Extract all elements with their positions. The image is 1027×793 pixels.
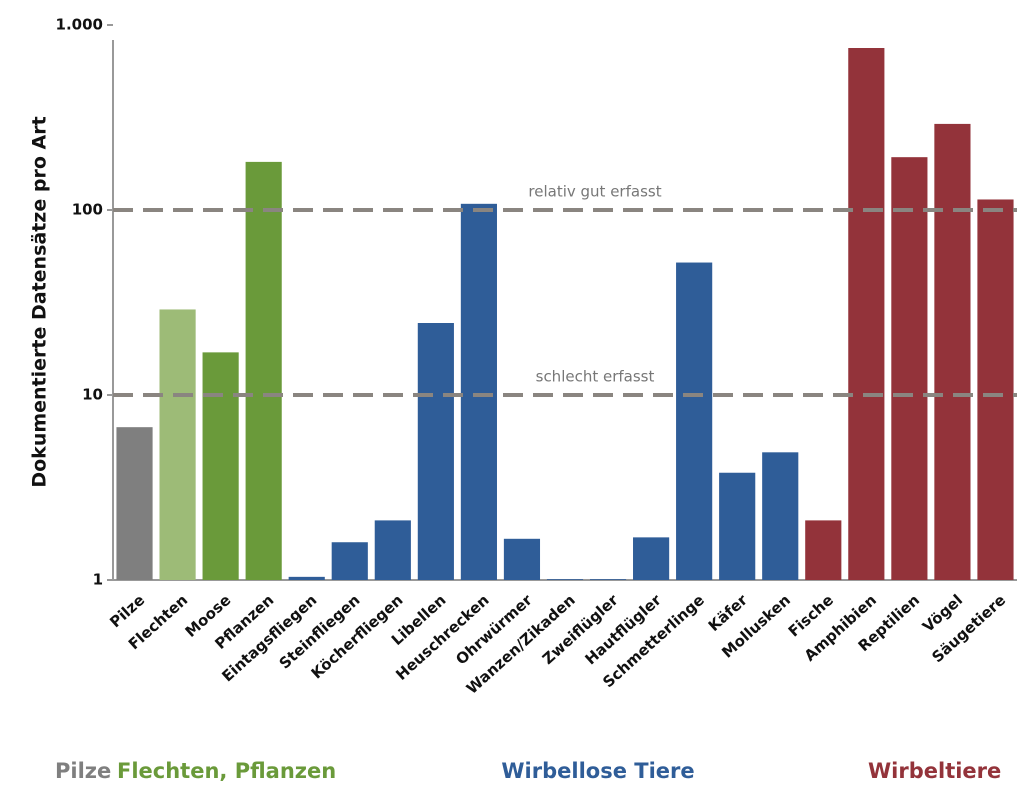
bar <box>848 48 885 581</box>
bar <box>977 199 1014 580</box>
bar <box>503 538 541 580</box>
bar <box>633 537 670 580</box>
group-label: Wirbeltiere <box>868 759 1001 783</box>
group-label: Flechten, Pflanzen <box>117 759 336 783</box>
bar <box>805 520 842 580</box>
bar <box>676 262 713 580</box>
reference-label: schlecht erfasst <box>536 368 655 386</box>
bar <box>331 542 368 580</box>
bar <box>891 157 928 581</box>
y-tick-label: 10 <box>82 386 103 404</box>
bar <box>719 472 756 580</box>
bar <box>417 323 454 580</box>
bar <box>159 309 196 580</box>
bar <box>116 427 153 580</box>
bar <box>288 576 325 580</box>
reference-label: relativ gut erfasst <box>528 183 661 201</box>
group-label: Pilze <box>55 759 111 783</box>
bar <box>460 203 497 581</box>
y-tick-label: 100 <box>72 201 103 219</box>
bar <box>762 452 799 580</box>
bar <box>589 579 627 580</box>
group-label: Wirbellose Tiere <box>501 759 694 783</box>
bar <box>546 579 584 580</box>
bar <box>202 352 239 580</box>
bar <box>245 161 282 581</box>
y-tick-label: 1 <box>93 571 103 589</box>
y-tick-label: 1.000 <box>56 16 103 34</box>
bar <box>374 520 411 580</box>
bar <box>934 123 971 580</box>
y-axis-label: Dokumentierte Datensätze pro Art <box>29 116 51 487</box>
